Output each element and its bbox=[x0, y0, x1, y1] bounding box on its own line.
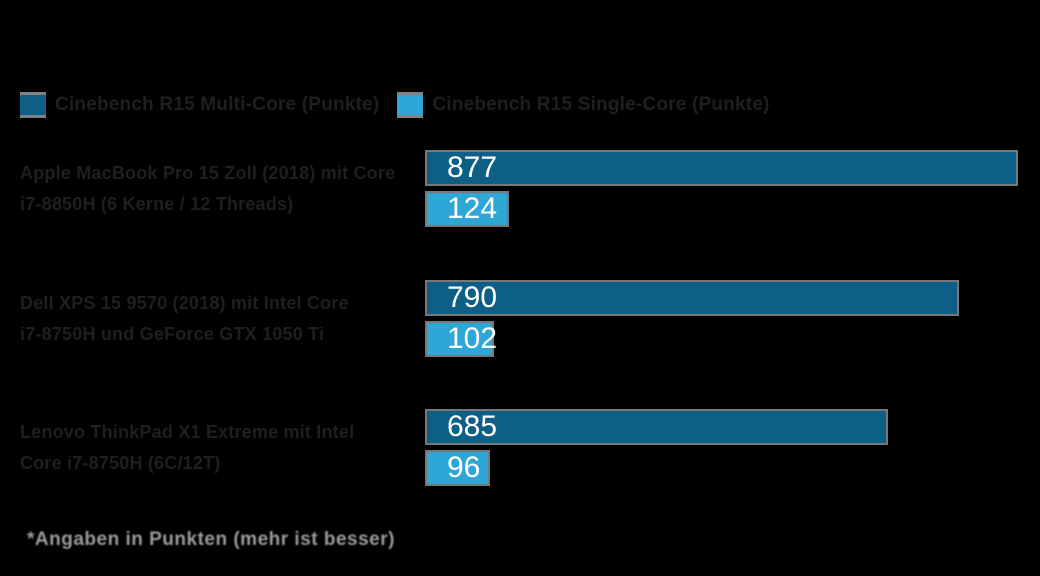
bar-primary-3: 685 bbox=[425, 409, 888, 445]
legend-swatch-secondary-icon bbox=[397, 92, 424, 118]
bars-3: 685 96 bbox=[425, 409, 888, 491]
bars-2: 790 102 bbox=[425, 280, 959, 362]
bar-value-primary-2: 790 bbox=[447, 281, 498, 314]
legend: Cinebench R15 Multi-Core (Punkte) Cinebe… bbox=[20, 90, 770, 120]
bar-primary-1: 877 bbox=[425, 150, 1018, 186]
category-label-2-line1: Dell XPS 15 9570 (2018) mit Intel Core bbox=[20, 292, 349, 313]
bar-secondary-3: 96 bbox=[425, 450, 490, 486]
bar-group-1: Apple MacBook Pro 15 Zoll (2018) mit Cor… bbox=[0, 150, 1040, 227]
category-label-2: Dell XPS 15 9570 (2018) mit Intel Core i… bbox=[20, 288, 415, 350]
bar-secondary-2: 102 bbox=[425, 321, 498, 357]
bar-value-primary-3: 685 bbox=[447, 410, 498, 443]
bar-value-secondary-2: 102 bbox=[447, 322, 498, 355]
legend-label-secondary: Cinebench R15 Single-Core (Punkte) bbox=[432, 94, 770, 115]
category-label-3-line2: Core i7-8750H (6C/12T) bbox=[20, 452, 221, 473]
bar-value-secondary-3: 96 bbox=[447, 451, 481, 484]
bars-1: 877 124 bbox=[425, 150, 1018, 232]
bar-secondary-1: 124 bbox=[425, 191, 509, 227]
bar-primary-2: 790 bbox=[425, 280, 959, 316]
category-label-3-line1: Lenovo ThinkPad X1 Extreme mit Intel bbox=[20, 421, 355, 442]
bar-group-3: Lenovo ThinkPad X1 Extreme mit Intel Cor… bbox=[0, 409, 1040, 486]
bar-value-primary-1: 877 bbox=[447, 151, 498, 184]
category-label-1-line1: Apple MacBook Pro 15 Zoll (2018) mit Cor… bbox=[20, 162, 396, 183]
category-label-1: Apple MacBook Pro 15 Zoll (2018) mit Cor… bbox=[20, 158, 415, 220]
legend-item-multi[interactable]: Cinebench R15 Multi-Core (Punkte) bbox=[20, 92, 379, 118]
legend-item-single[interactable]: Cinebench R15 Single-Core (Punkte) bbox=[397, 92, 769, 118]
category-label-2-line2: i7-8750H und GeForce GTX 1050 Ti bbox=[20, 323, 325, 344]
category-label-3: Lenovo ThinkPad X1 Extreme mit Intel Cor… bbox=[20, 417, 415, 479]
bar-value-secondary-1: 124 bbox=[447, 192, 498, 225]
legend-label-primary: Cinebench R15 Multi-Core (Punkte) bbox=[55, 94, 380, 115]
legend-swatch-primary-icon bbox=[20, 92, 46, 118]
bar-group-2: Dell XPS 15 9570 (2018) mit Intel Core i… bbox=[0, 280, 1040, 357]
chart-footnote: *Angaben in Punkten (mehr ist besser) bbox=[27, 529, 395, 550]
category-label-1-line2: i7-8850H (6 Kerne / 12 Threads) bbox=[20, 193, 294, 214]
